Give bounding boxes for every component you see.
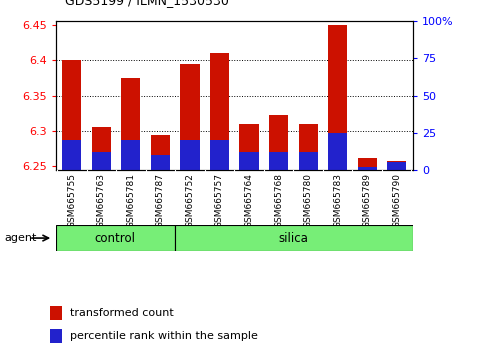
Text: GSM665783: GSM665783 xyxy=(333,173,342,228)
Bar xyxy=(121,140,141,170)
Text: control: control xyxy=(95,232,136,245)
Bar xyxy=(269,152,288,170)
Text: GSM665790: GSM665790 xyxy=(392,173,401,228)
Bar xyxy=(62,140,82,170)
Text: GSM665780: GSM665780 xyxy=(304,173,313,228)
Bar xyxy=(180,140,199,170)
Bar xyxy=(357,167,377,170)
Bar xyxy=(387,161,406,170)
Bar xyxy=(328,133,347,170)
Text: GDS5199 / ILMN_1530530: GDS5199 / ILMN_1530530 xyxy=(65,0,229,7)
Bar xyxy=(151,155,170,170)
Text: agent: agent xyxy=(5,233,37,243)
Text: GSM665752: GSM665752 xyxy=(185,173,195,228)
Text: GSM665755: GSM665755 xyxy=(67,173,76,228)
Bar xyxy=(210,140,229,170)
Text: transformed count: transformed count xyxy=(70,308,173,318)
Bar xyxy=(92,127,111,170)
Bar xyxy=(387,162,406,170)
Bar xyxy=(50,330,62,343)
Bar xyxy=(269,115,288,170)
Bar xyxy=(62,60,82,170)
Text: GSM665768: GSM665768 xyxy=(274,173,283,228)
Bar xyxy=(328,25,347,170)
Text: GSM665757: GSM665757 xyxy=(215,173,224,228)
Bar xyxy=(298,152,318,170)
Bar xyxy=(210,53,229,170)
Bar xyxy=(121,78,141,170)
Text: GSM665787: GSM665787 xyxy=(156,173,165,228)
Text: GSM665763: GSM665763 xyxy=(97,173,106,228)
Text: GSM665789: GSM665789 xyxy=(363,173,372,228)
Bar xyxy=(298,124,318,170)
Bar xyxy=(92,152,111,170)
Text: GSM665764: GSM665764 xyxy=(244,173,254,228)
Bar xyxy=(50,307,62,320)
Bar xyxy=(175,225,413,251)
Bar xyxy=(56,225,175,251)
Bar xyxy=(151,135,170,170)
Bar xyxy=(240,152,258,170)
Bar xyxy=(180,64,199,170)
Text: silica: silica xyxy=(279,232,309,245)
Text: GSM665781: GSM665781 xyxy=(127,173,135,228)
Bar xyxy=(357,158,377,170)
Bar xyxy=(240,124,258,170)
Text: percentile rank within the sample: percentile rank within the sample xyxy=(70,331,257,341)
